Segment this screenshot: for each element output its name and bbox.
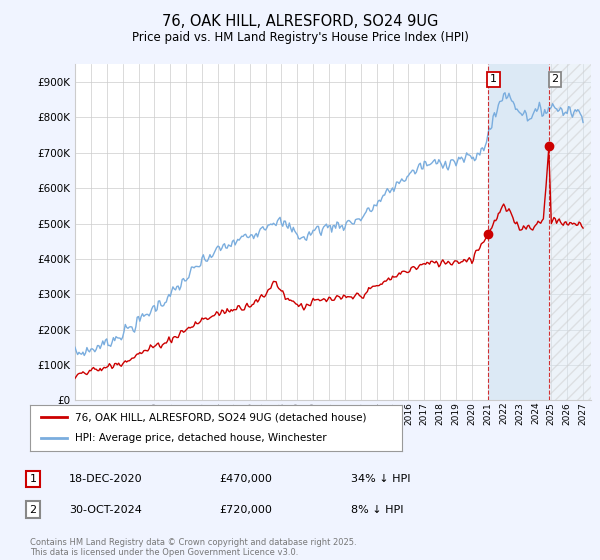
- Bar: [549, 64, 591, 400]
- Text: 76, OAK HILL, ALRESFORD, SO24 9UG (detached house): 76, OAK HILL, ALRESFORD, SO24 9UG (detac…: [74, 412, 366, 422]
- Text: £720,000: £720,000: [219, 505, 272, 515]
- Text: 76, OAK HILL, ALRESFORD, SO24 9UG: 76, OAK HILL, ALRESFORD, SO24 9UG: [162, 14, 438, 29]
- Text: 8% ↓ HPI: 8% ↓ HPI: [351, 505, 404, 515]
- Text: 2: 2: [29, 505, 37, 515]
- Text: Price paid vs. HM Land Registry's House Price Index (HPI): Price paid vs. HM Land Registry's House …: [131, 31, 469, 44]
- Text: £470,000: £470,000: [219, 474, 272, 484]
- Text: 2: 2: [551, 74, 559, 85]
- Text: 34% ↓ HPI: 34% ↓ HPI: [351, 474, 410, 484]
- Text: 1: 1: [490, 74, 497, 85]
- Text: Contains HM Land Registry data © Crown copyright and database right 2025.
This d: Contains HM Land Registry data © Crown c…: [30, 538, 356, 557]
- Text: 1: 1: [29, 474, 37, 484]
- Text: HPI: Average price, detached house, Winchester: HPI: Average price, detached house, Winc…: [74, 433, 326, 444]
- Text: 30-OCT-2024: 30-OCT-2024: [69, 505, 142, 515]
- Bar: [488, 64, 549, 400]
- Text: 18-DEC-2020: 18-DEC-2020: [69, 474, 143, 484]
